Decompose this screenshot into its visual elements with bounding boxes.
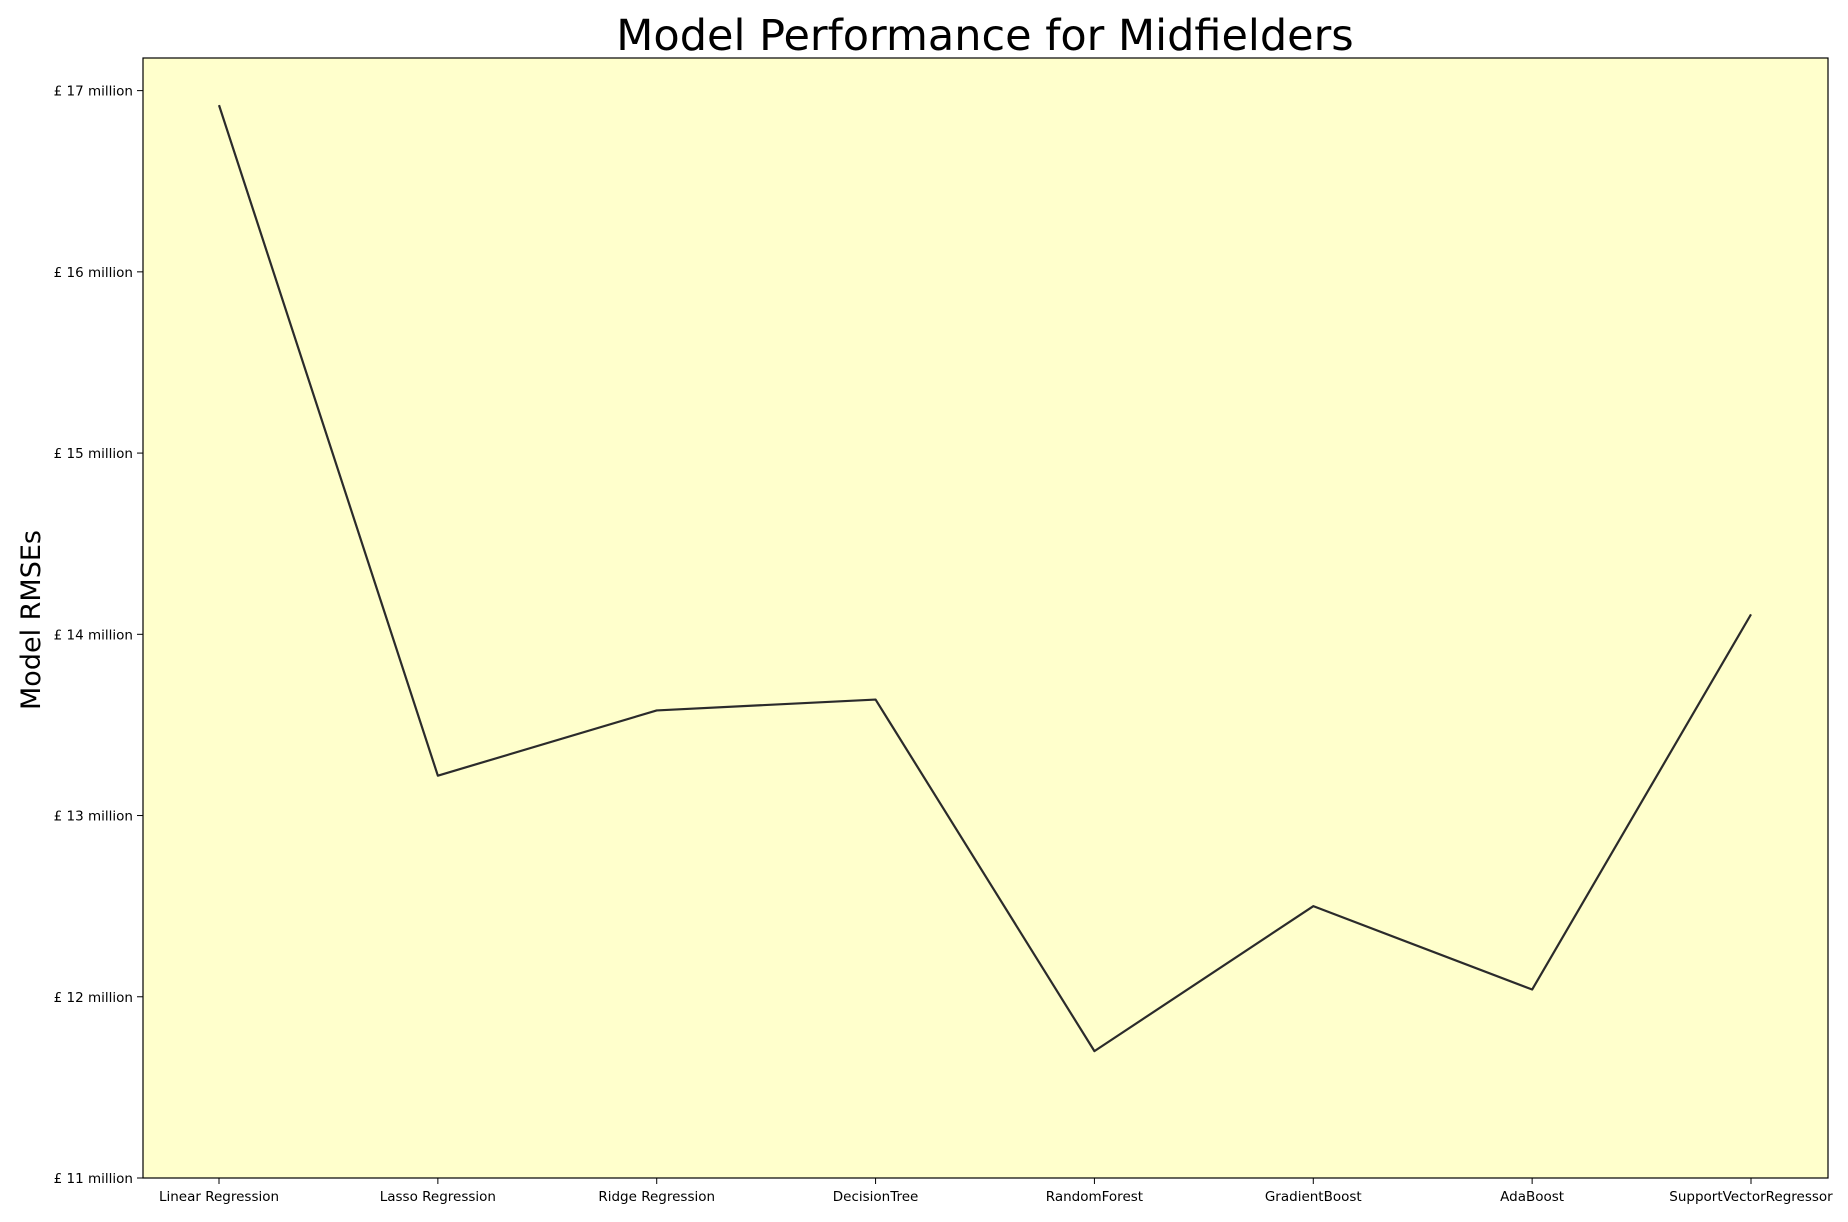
x-tick-label: SupportVectorRegressor [1669, 1189, 1833, 1205]
y-tick-label: £ 15 million [54, 446, 133, 462]
y-tick-label: £ 16 million [54, 265, 133, 281]
y-tick-label: £ 12 million [54, 990, 133, 1006]
x-tick-label: Lasso Regression [380, 1189, 496, 1205]
y-axis: £ 11 million £ 12 million £ 13 million £ 14… [54, 84, 143, 1187]
y-tick-label: £ 14 million [54, 627, 133, 643]
y-tick-label: £ 11 million [54, 1171, 133, 1187]
y-axis-label: Model RMSEs [16, 530, 47, 710]
x-tick-label: GradientBoost [1265, 1189, 1362, 1205]
x-tick-label: Linear Regression [159, 1189, 279, 1205]
chart-title: Model Performance for Midfielders [616, 11, 1353, 61]
x-tick-label: DecisionTree [833, 1189, 919, 1205]
x-tick-label: AdaBoost [1500, 1189, 1564, 1205]
series-line [217, 104, 1752, 1053]
x-tick-label: Ridge Regression [598, 1189, 715, 1205]
plot-area [142, 57, 1829, 1179]
y-tick-label: £ 13 million [54, 809, 133, 825]
x-tick-label: RandomForest [1046, 1189, 1143, 1205]
x-axis: Linear Regression Lasso Regression Ridge R… [159, 1178, 1833, 1205]
y-tick-label: £ 17 million [54, 84, 133, 100]
